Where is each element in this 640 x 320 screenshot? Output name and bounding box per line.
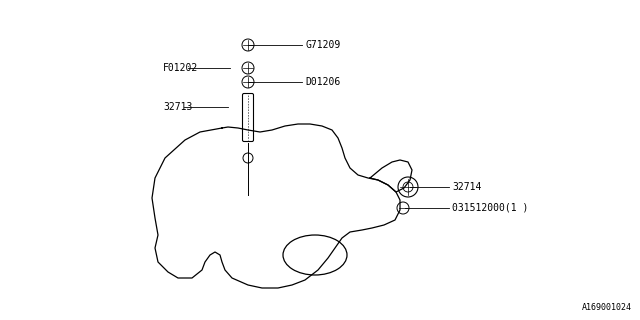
Text: 031512000(1 ): 031512000(1 ) (452, 203, 529, 213)
Text: G71209: G71209 (305, 40, 340, 50)
Text: D01206: D01206 (305, 77, 340, 87)
Text: F01202: F01202 (163, 63, 198, 73)
Text: A169001024: A169001024 (582, 303, 632, 312)
Text: 32713: 32713 (163, 102, 193, 112)
Text: 32714: 32714 (452, 182, 481, 192)
